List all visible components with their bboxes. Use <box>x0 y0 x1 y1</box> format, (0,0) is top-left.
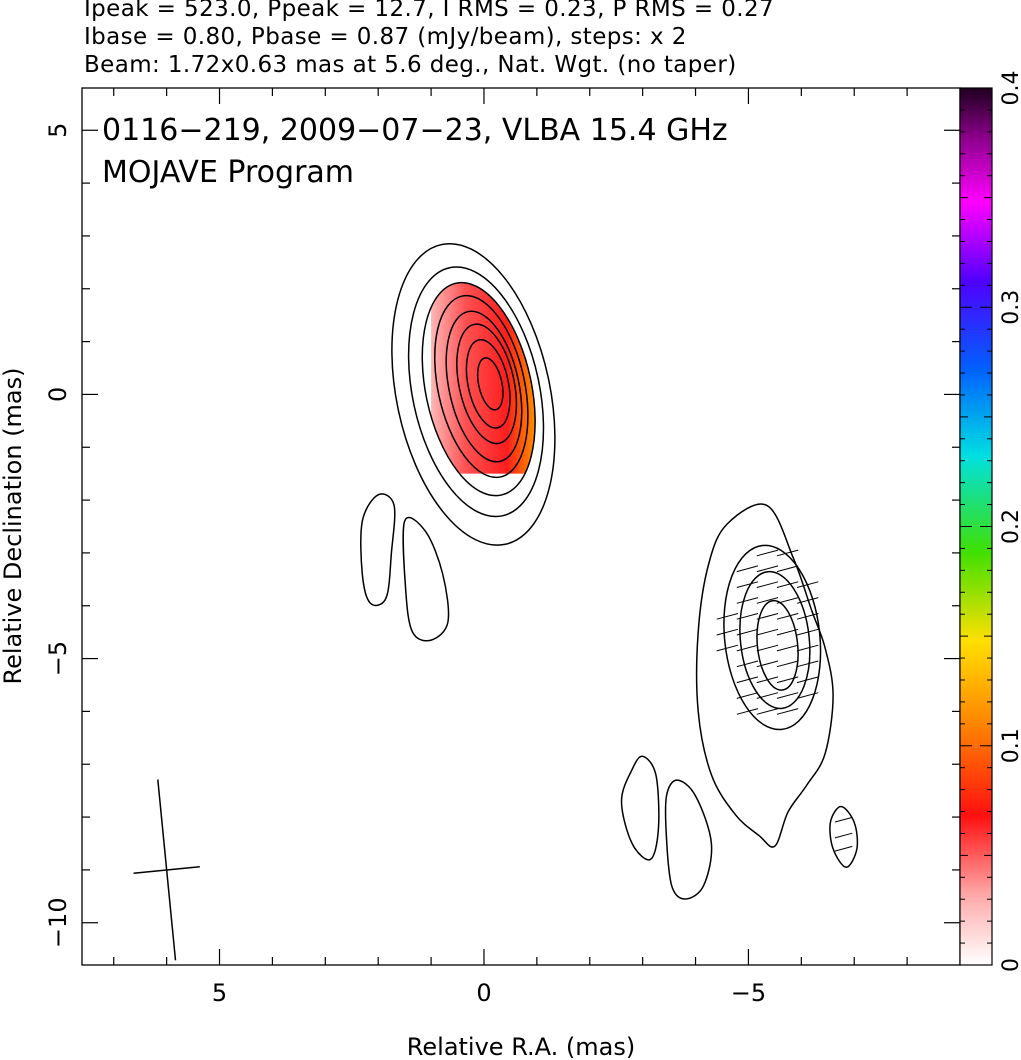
axis-ticks: 5 0 −5 5 0 −5 −10 <box>44 88 960 1007</box>
evpa-vector <box>736 676 759 684</box>
beam-marker <box>133 779 200 961</box>
evpa-vector <box>736 565 759 573</box>
evpa-vector <box>756 628 779 636</box>
evpa-vector <box>716 613 739 620</box>
outer-contour <box>620 755 660 861</box>
outer-contour <box>402 516 450 642</box>
colorbar-tick-label: 0.2 <box>999 509 1021 544</box>
x-axis-label: Relative R.A. (mas) <box>407 1033 635 1060</box>
evpa-vector <box>716 628 739 636</box>
x-tick-label: −5 <box>731 979 766 1007</box>
core-contour <box>434 294 529 479</box>
core-contour <box>476 357 504 411</box>
beam-info-line: Beam: 1.72x0.63 mas at 5.6 deg., Nat. Wg… <box>84 52 737 78</box>
colorbar-tick-label: 0.1 <box>999 728 1021 763</box>
evpa-vector <box>756 692 779 699</box>
evpa-vector <box>776 660 799 668</box>
evpa-vector <box>776 692 799 699</box>
evpa-vector <box>736 660 759 668</box>
evpa-vector <box>756 597 779 604</box>
map-subtitle: MOJAVE Program <box>102 155 354 190</box>
evpa-vector <box>834 832 853 839</box>
core-contour <box>407 266 545 518</box>
evpa-vector <box>756 644 779 652</box>
colorbar-tick-label: 0 <box>999 958 1021 972</box>
plot-frame <box>81 87 961 966</box>
evpa-vector <box>796 692 819 699</box>
evpa-vector <box>834 845 853 852</box>
colorbar-ticks: 0 0.1 0.2 0.3 0.4 <box>960 71 1021 972</box>
jet-knot-contour <box>756 599 799 691</box>
evpa-vector <box>796 581 819 588</box>
stats-line-1: Ipeak = 523.0, Ppeak = 12.7, I RMS = 0.2… <box>84 0 775 22</box>
evpa-vector <box>776 597 799 604</box>
x-tick-label: 5 <box>212 979 227 1007</box>
evpa-vectors <box>716 549 853 852</box>
evpa-vector <box>756 676 779 684</box>
evpa-vector <box>796 613 819 620</box>
evpa-vector <box>776 628 799 636</box>
y-tick-label: −5 <box>44 641 72 676</box>
stats-line-2: Ibase = 0.80, Pbase = 0.87 (mJy/beam), s… <box>84 24 687 50</box>
colorbar-tick-label: 0.4 <box>999 71 1021 106</box>
map-title: 0116−219, 2009−07−23, VLBA 15.4 GHz <box>102 113 728 148</box>
evpa-vector <box>776 565 799 573</box>
core-contour <box>465 338 511 429</box>
evpa-vector <box>756 565 779 573</box>
evpa-vector <box>796 660 819 668</box>
evpa-vector <box>756 549 779 557</box>
evpa-vector <box>736 597 759 604</box>
evpa-vector <box>796 597 819 604</box>
evpa-vector <box>716 644 739 652</box>
evpa-vector <box>736 628 759 636</box>
core-contour <box>421 281 536 497</box>
jet-knot-contour <box>723 544 822 731</box>
evpa-vector <box>756 613 779 620</box>
evpa-vector <box>736 581 759 588</box>
beam-minor-axis <box>133 865 200 874</box>
core-contour <box>391 242 556 546</box>
evpa-vector <box>776 581 799 588</box>
evpa-vector <box>776 644 799 652</box>
evpa-vector <box>736 644 759 652</box>
outer-contour <box>695 503 834 848</box>
outer-contour <box>829 805 859 869</box>
evpa-vector <box>776 676 799 684</box>
contour-layer <box>360 242 859 900</box>
evpa-vector <box>736 613 759 620</box>
y-tick-label: 0 <box>44 387 72 402</box>
evpa-vector <box>796 628 819 636</box>
y-tick-label: 5 <box>44 123 72 138</box>
y-tick-label: −10 <box>44 897 72 948</box>
evpa-vector <box>796 676 819 684</box>
colorbar-tick-label: 0.3 <box>999 290 1021 325</box>
evpa-vector <box>736 692 759 699</box>
x-tick-label: 0 <box>476 979 491 1007</box>
y-axis-label: Relative Declination (mas) <box>0 367 27 684</box>
jet-knot-contour <box>739 570 811 710</box>
evpa-vector <box>736 708 759 715</box>
evpa-vector <box>756 708 779 715</box>
evpa-vector <box>756 660 779 668</box>
core-contour <box>445 310 523 463</box>
evpa-vector <box>834 816 853 823</box>
evpa-vector <box>756 581 779 588</box>
outer-contour <box>664 779 713 900</box>
outer-contour <box>360 493 396 607</box>
evpa-vector <box>776 549 799 557</box>
core-contour <box>456 323 518 445</box>
evpa-vector <box>796 644 819 652</box>
evpa-vector <box>776 708 799 715</box>
evpa-vector <box>776 613 799 620</box>
